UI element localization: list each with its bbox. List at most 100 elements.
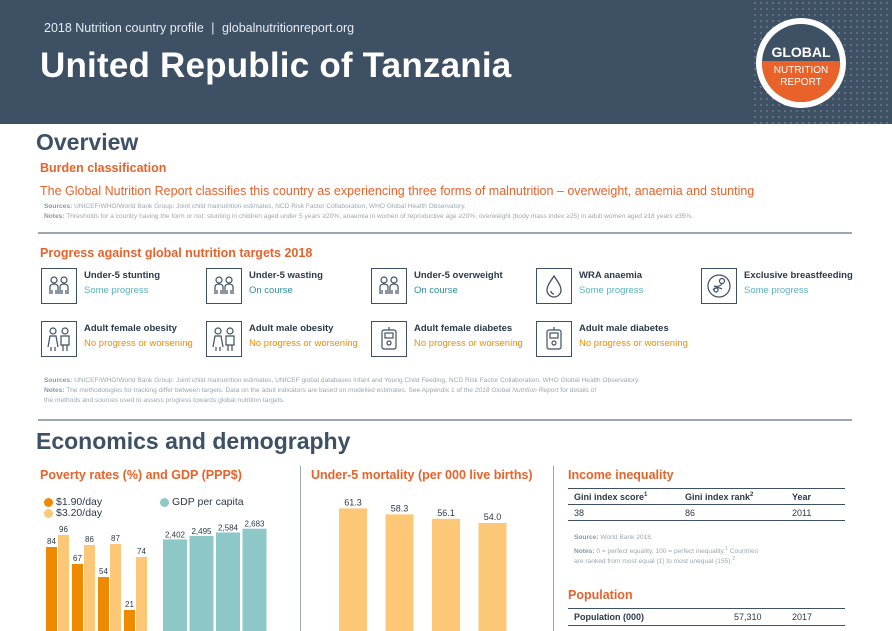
poverty-bar xyxy=(136,557,147,631)
target-status: No progress or worsening xyxy=(84,338,193,349)
sources-label: Sources: xyxy=(44,203,73,210)
poverty-bar xyxy=(46,547,57,631)
sources-text: UNICEF/WHO/World Bank Group: Joint child… xyxy=(74,203,466,210)
source-label: Source: xyxy=(574,534,599,541)
target-label: Under-5 overweight xyxy=(414,270,503,281)
col-gini-score: Gini index score1 xyxy=(574,492,647,502)
superscript: 1 xyxy=(725,546,728,552)
legend-item-gdp: GDP per capita xyxy=(160,496,244,508)
target-label: Exclusive breastfeeding xyxy=(744,270,853,281)
notes-text-end: for details of xyxy=(560,387,597,394)
target-status: No progress or worsening xyxy=(414,338,523,349)
target-label: WRA anaemia xyxy=(579,270,642,281)
target-status: Some progress xyxy=(579,285,644,296)
divider xyxy=(38,419,852,421)
poverty-bar xyxy=(98,577,109,631)
column-divider xyxy=(553,466,554,631)
table-rule xyxy=(568,504,845,505)
col-gini-rank: Gini index rank2 xyxy=(685,492,753,502)
target-card: WRA anaemia Some progress xyxy=(536,268,701,308)
profile-year-label: 2018 Nutrition country profile xyxy=(44,21,204,35)
legend-label: GDP per capita xyxy=(172,496,244,508)
table-rule xyxy=(568,608,845,609)
target-label: Under-5 stunting xyxy=(84,270,160,281)
income-source: Source: World Bank 2018. xyxy=(574,533,653,543)
legend-swatch xyxy=(160,497,169,507)
population-heading: Population xyxy=(568,588,633,602)
burden-text: The Global Nutrition Report classifies t… xyxy=(40,184,755,198)
target-status: Some progress xyxy=(744,285,809,296)
adults-icon xyxy=(41,321,77,357)
sources-label: Sources: xyxy=(44,377,73,384)
gdp-value-label: 2,495 xyxy=(191,527,212,536)
target-card: Under-5 wasting On course xyxy=(206,268,371,308)
legend-item-190: $1.90/day xyxy=(44,496,102,508)
notes-text-end: Countries xyxy=(729,548,758,556)
mortality-bar xyxy=(385,514,414,631)
legend-swatch xyxy=(44,508,53,518)
burden-notes: Notes: Thresholds for a country having t… xyxy=(44,212,693,222)
drop-icon xyxy=(536,268,572,304)
target-status: On course xyxy=(249,285,293,296)
mortality-value-label: 54.0 xyxy=(484,512,502,522)
poverty-bar xyxy=(110,544,121,631)
header-banner: 2018 Nutrition country profile | globaln… xyxy=(0,0,892,124)
target-label: Adult male diabetes xyxy=(579,323,669,334)
notes-label: Notes: xyxy=(44,387,65,394)
target-label: Under-5 wasting xyxy=(249,270,323,281)
divider xyxy=(38,232,852,234)
gdp-value-label: 2,402 xyxy=(165,530,186,539)
mortality-heading: Under-5 mortality (per 000 live births) xyxy=(311,468,533,482)
mortality-bar xyxy=(478,523,507,631)
mortality-value-label: 56.1 xyxy=(437,508,455,518)
gnr-logo: GLOBAL NUTRITION REPORT xyxy=(756,18,846,108)
poverty-bar xyxy=(84,545,95,631)
target-card: Under-5 stunting Some progress xyxy=(41,268,206,308)
income-notes: Notes: 0 = perfect equality, 100 = perfe… xyxy=(574,544,758,557)
poverty-value-label: 21 xyxy=(125,600,134,609)
burden-heading: Burden classification xyxy=(40,161,167,175)
col-label: Gini index score xyxy=(574,492,645,502)
col-year: Year xyxy=(792,492,812,502)
target-status: On course xyxy=(414,285,458,296)
gini-year-value: 2011 xyxy=(792,508,812,518)
legend-swatch xyxy=(44,497,53,507)
target-card: Exclusive breastfeeding Some progress xyxy=(701,268,866,308)
col-label: Gini index rank xyxy=(685,492,751,502)
adults-icon xyxy=(206,321,242,357)
target-label: Adult female diabetes xyxy=(414,323,513,334)
poverty-value-label: 86 xyxy=(85,535,94,544)
glucose-meter-icon xyxy=(536,321,572,357)
superscript: 2 xyxy=(732,556,736,562)
mortality-value-label: 61.3 xyxy=(344,497,362,507)
target-status: No progress or worsening xyxy=(249,338,358,349)
sources-text: UNICEF/WHO/World Bank Group: Joint child… xyxy=(74,377,640,384)
population-value: 57,310 xyxy=(734,612,762,622)
target-status: Some progress xyxy=(84,285,149,296)
poverty-value-label: 87 xyxy=(111,534,120,543)
target-card: Adult female diabetes No progress or wors… xyxy=(371,321,536,361)
superscript: 2 xyxy=(750,492,754,498)
children-icon xyxy=(41,268,77,304)
poverty-value-label: 84 xyxy=(47,537,56,546)
country-title: United Republic of Tanzania xyxy=(40,46,512,85)
target-status: No progress or worsening xyxy=(579,338,688,349)
income-heading: Income inequality xyxy=(568,468,674,482)
population-label: Population (000) xyxy=(574,612,645,622)
mortality-chart: 61.3 58.3 56.1 54.0 xyxy=(339,497,507,631)
progress-notes: Notes: The methodologies for tracking di… xyxy=(44,386,596,396)
website-link[interactable]: globalnutritionreport.org xyxy=(222,21,355,35)
poverty-chart: 84 67 54 21 96 86 87 74 xyxy=(46,525,147,631)
column-divider xyxy=(300,466,301,631)
poverty-value-label: 67 xyxy=(73,554,82,563)
breastfeeding-icon xyxy=(701,268,737,304)
separator: | xyxy=(211,21,215,35)
mortality-bar xyxy=(339,508,367,631)
population-year: 2017 xyxy=(792,612,813,622)
notes-text: Thresholds for a country having the form… xyxy=(66,213,694,220)
logo-text-nutrition: NUTRITION xyxy=(773,65,829,76)
notes-text: are ranked from most equal (1) to most u… xyxy=(574,558,733,566)
notes-text: The methodologies for tracking differ be… xyxy=(66,387,473,394)
progress-sources: Sources: UNICEF/WHO/World Bank Group: Jo… xyxy=(44,376,640,386)
target-label: Adult female obesity xyxy=(84,323,177,334)
